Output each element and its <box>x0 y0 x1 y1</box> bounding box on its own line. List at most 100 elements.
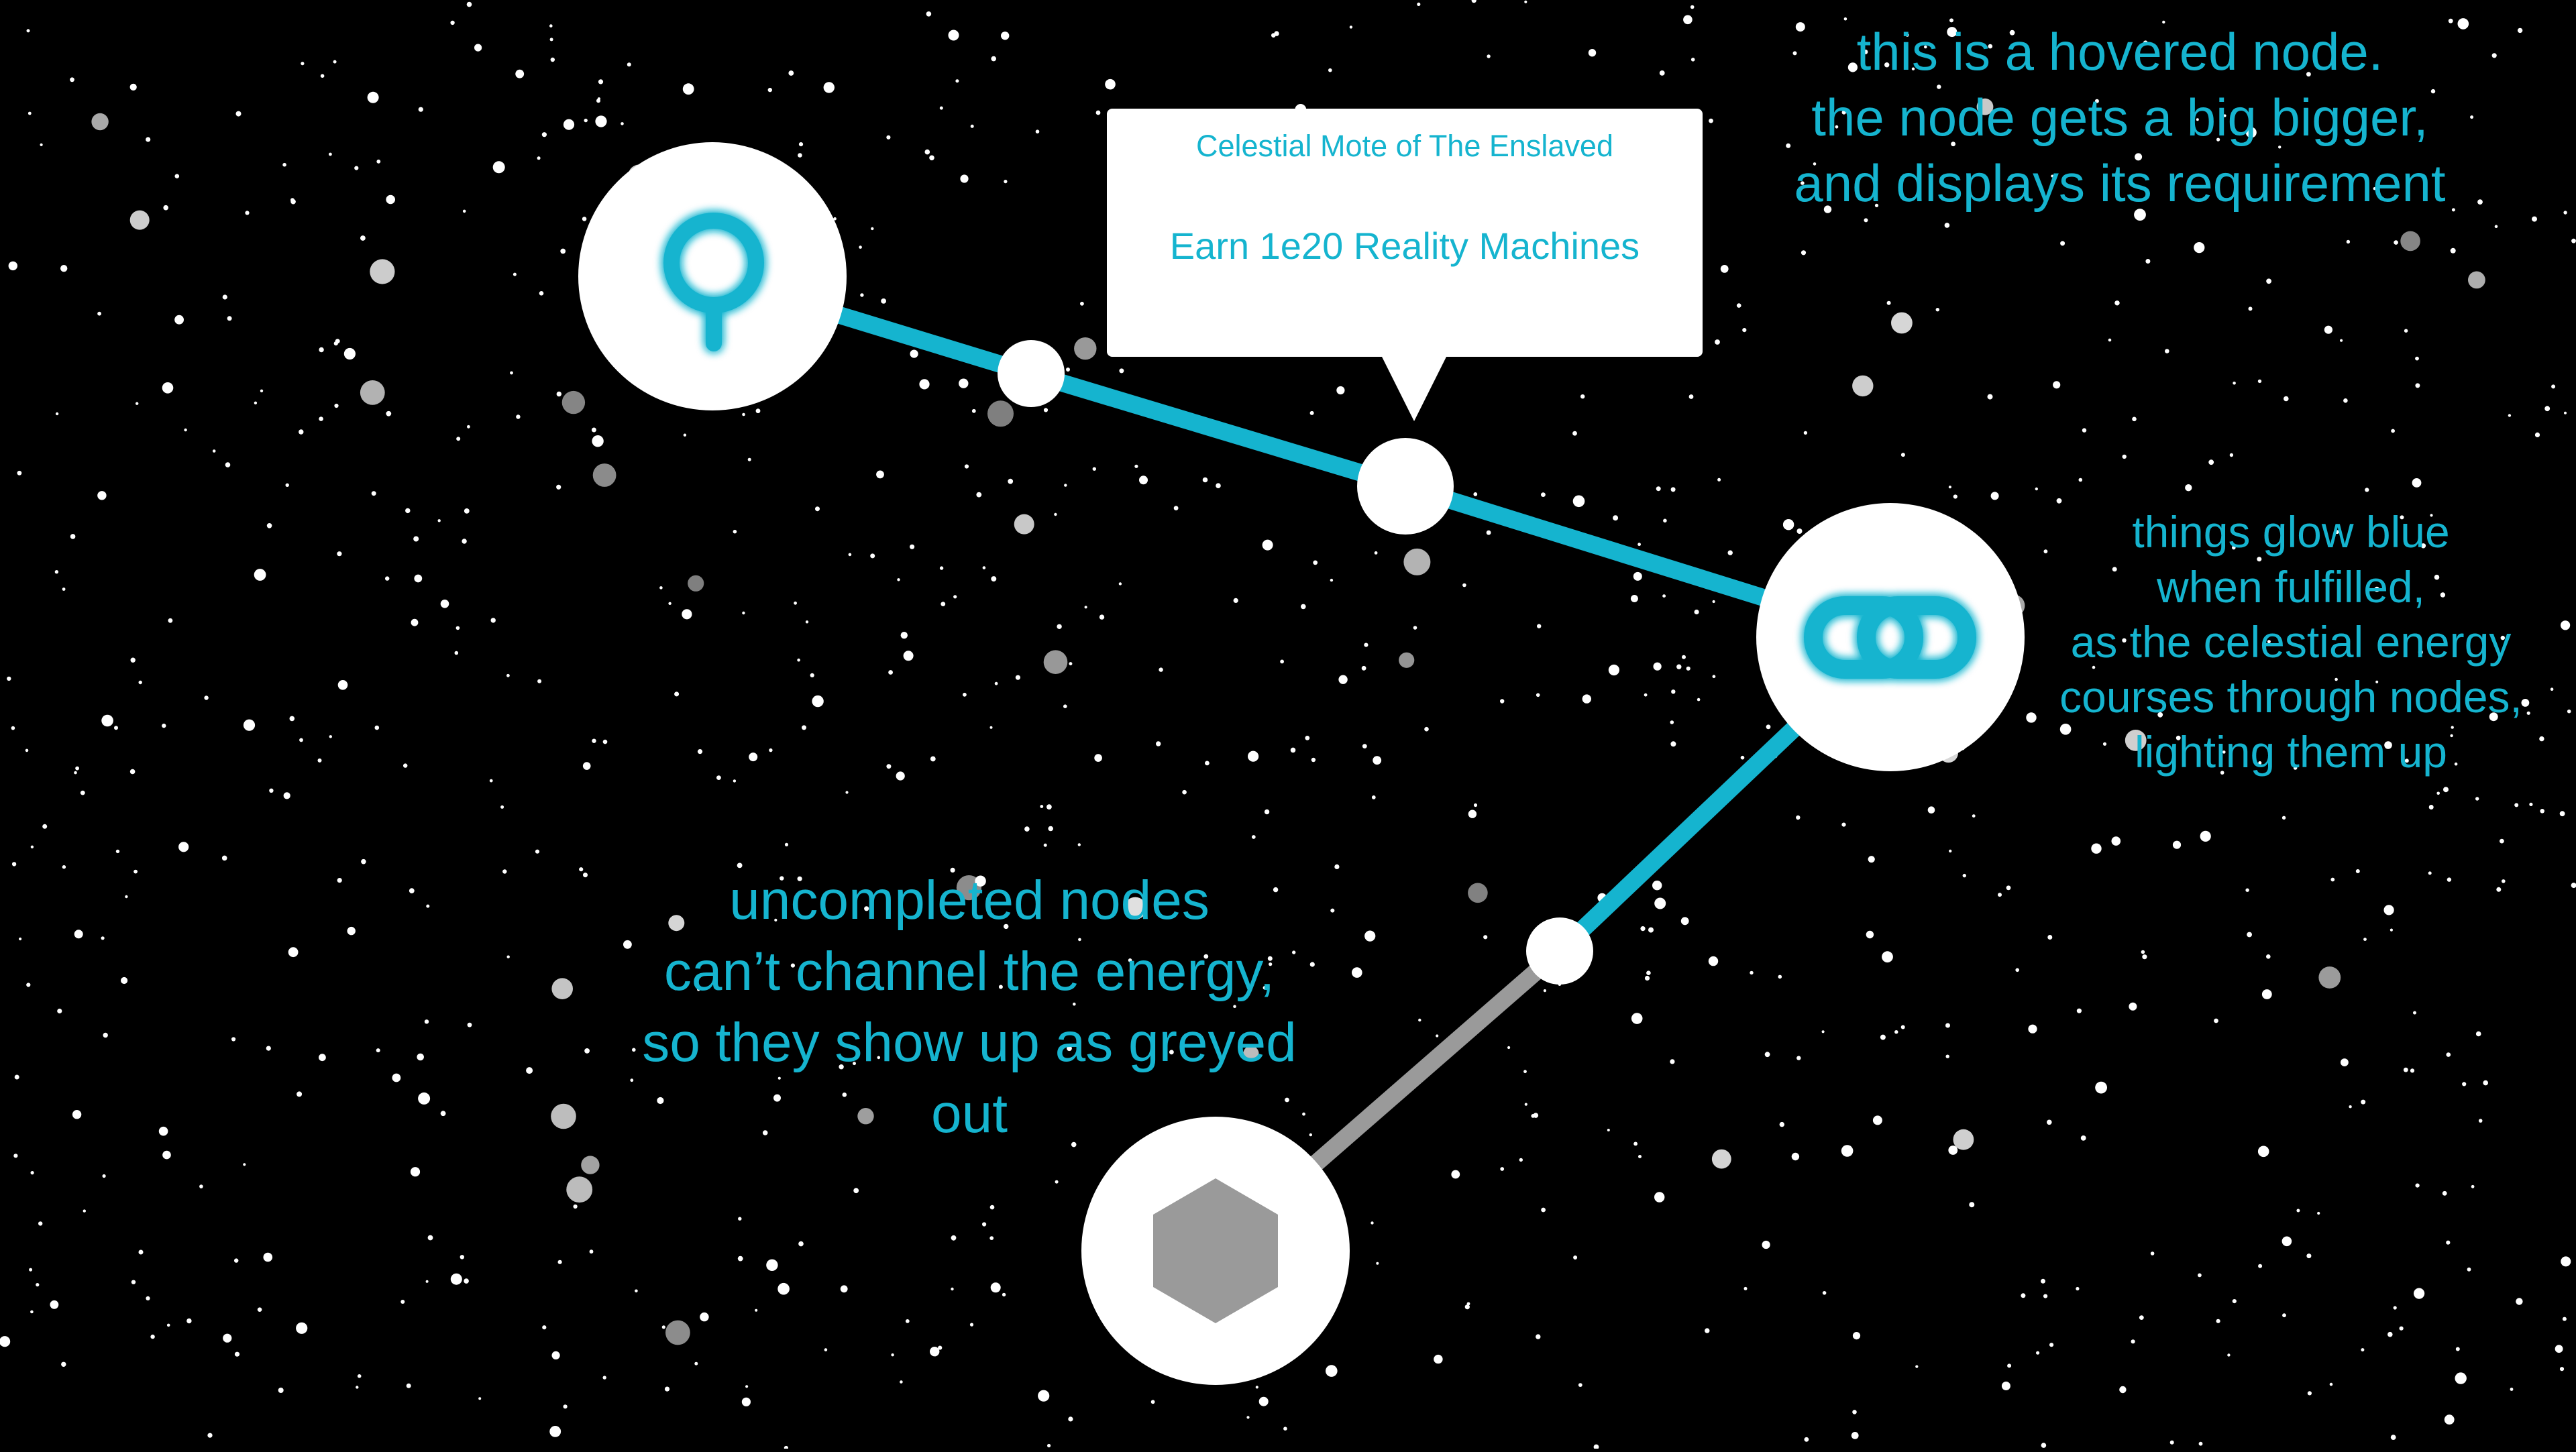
star <box>2334 677 2338 681</box>
star <box>38 1221 43 1226</box>
hovered-node[interactable] <box>1357 438 1454 535</box>
star <box>1292 950 1296 954</box>
star <box>1676 664 1682 669</box>
star <box>2384 741 2392 749</box>
star <box>1328 68 1332 72</box>
star <box>162 382 174 394</box>
star <box>1500 699 1505 704</box>
star <box>2407 184 2410 187</box>
star <box>970 124 974 128</box>
star <box>1067 1046 1072 1052</box>
star <box>876 470 884 479</box>
star <box>2394 240 2398 245</box>
star <box>74 930 83 939</box>
star <box>2111 836 2121 846</box>
star <box>1267 956 1273 961</box>
star <box>991 56 996 62</box>
star <box>2475 1031 2481 1037</box>
star <box>2076 1008 2082 1013</box>
star <box>2185 484 2192 492</box>
star <box>186 1318 192 1324</box>
star <box>426 904 430 908</box>
star <box>1417 2 1421 6</box>
star <box>1500 1167 1505 1171</box>
star <box>136 402 139 405</box>
star <box>1043 650 1068 674</box>
star <box>1670 720 1674 724</box>
star <box>798 142 804 147</box>
star <box>50 1300 59 1309</box>
star <box>591 427 596 433</box>
star <box>2278 146 2282 149</box>
star <box>1884 62 1890 68</box>
star <box>72 1110 82 1119</box>
star <box>881 298 886 304</box>
star <box>668 915 685 932</box>
star <box>370 259 395 284</box>
star <box>741 1397 751 1406</box>
star <box>1024 826 1030 832</box>
star <box>2373 187 2376 190</box>
star <box>598 79 604 85</box>
star <box>1779 1121 1784 1127</box>
star <box>30 845 34 849</box>
star <box>2521 699 2530 707</box>
star <box>948 30 959 41</box>
star <box>1708 956 1719 966</box>
star <box>2532 216 2537 222</box>
star <box>539 291 544 296</box>
star <box>60 265 68 272</box>
star <box>1915 1365 1919 1368</box>
star <box>2544 406 2551 412</box>
star <box>2112 567 2117 572</box>
star <box>166 1323 170 1327</box>
star <box>2102 742 2107 746</box>
star <box>1582 694 1591 704</box>
star <box>1362 744 1367 748</box>
star <box>1043 843 1047 847</box>
star <box>1976 98 1994 115</box>
star <box>1949 18 1953 23</box>
star <box>1953 1129 1974 1150</box>
star <box>1068 1416 1073 1422</box>
star <box>745 1385 749 1388</box>
node-bottom[interactable] <box>1081 1117 1350 1385</box>
star <box>334 403 339 408</box>
star <box>2135 153 2143 161</box>
star <box>2393 1306 2397 1310</box>
star <box>2494 225 2498 229</box>
star <box>131 1280 136 1284</box>
star <box>592 435 604 447</box>
star <box>737 862 743 869</box>
star <box>317 758 322 763</box>
star <box>2094 99 2099 103</box>
star <box>400 1300 405 1304</box>
node-chain[interactable] <box>1756 503 2025 771</box>
star <box>1169 1050 1174 1055</box>
star <box>1740 755 1745 760</box>
star <box>1066 368 1070 372</box>
star <box>464 508 470 514</box>
junction-node[interactable] <box>998 340 1065 407</box>
star <box>2418 650 2423 655</box>
star <box>1424 726 1429 732</box>
annotation-line: can’t channel the energy, <box>663 941 1275 1002</box>
star <box>1035 129 1040 133</box>
star <box>582 217 587 221</box>
star <box>1694 609 1699 615</box>
star <box>668 602 672 605</box>
node-top-left[interactable] <box>578 142 847 410</box>
junction-node[interactable] <box>1526 917 1593 985</box>
star <box>1305 736 1310 740</box>
star <box>1371 1221 1374 1225</box>
star <box>14 1074 19 1080</box>
star <box>557 1260 562 1264</box>
star <box>283 792 290 799</box>
star <box>1972 814 1976 818</box>
star <box>1742 328 1747 333</box>
star <box>500 805 504 809</box>
star <box>2415 383 2420 388</box>
star <box>991 576 997 582</box>
star <box>2007 1363 2012 1368</box>
star <box>592 463 616 487</box>
